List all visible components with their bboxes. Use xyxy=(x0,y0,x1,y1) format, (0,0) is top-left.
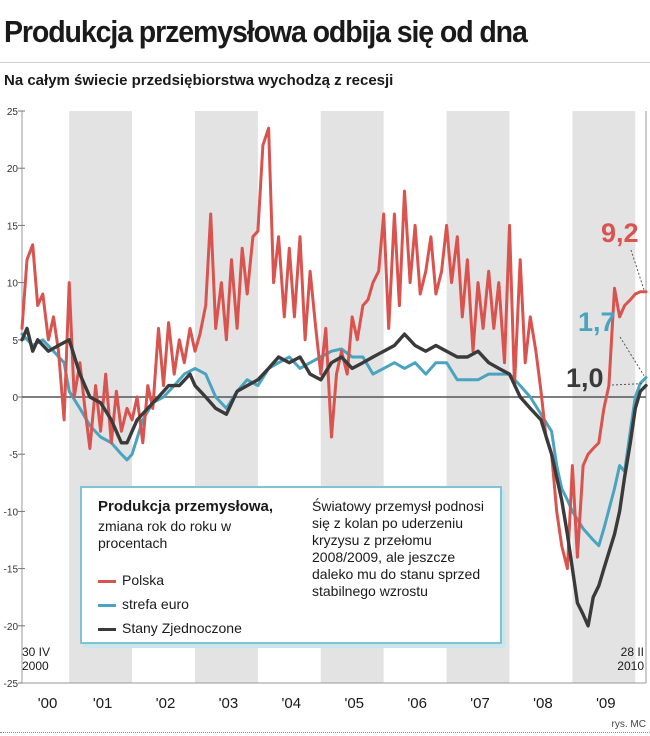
y-tick-label: 15 xyxy=(7,221,19,232)
x-tick-label: '05 xyxy=(344,695,364,712)
end-labels: 9,2 1,7 1,0 xyxy=(566,218,645,393)
y-tick-label: -15 xyxy=(4,565,19,576)
legend-note: Światowy przemysł podnosi się z kolan po… xyxy=(312,498,484,599)
y-tick-label: 5 xyxy=(12,336,18,347)
credit: rys. MC xyxy=(611,719,646,730)
legend-subtitle: zmiana rok do roku w procentach xyxy=(98,518,232,551)
y-tick-label: 10 xyxy=(7,279,19,290)
series-line-polska xyxy=(20,126,648,571)
x-tick-label: '01 xyxy=(93,695,113,712)
x-tick-label: '04 xyxy=(282,695,302,712)
end-date-label: 28 II xyxy=(621,645,644,659)
end-value-leader-euro xyxy=(619,336,645,376)
y-tick-label: -20 xyxy=(4,622,19,633)
legend-swatch-euro xyxy=(98,603,116,607)
legend-item-polska: Polska xyxy=(98,572,164,588)
series-line-usa xyxy=(20,326,648,628)
y-tick-label: 25 xyxy=(7,107,19,118)
page-subtitle: Na całym świecie przedsiębiorstwa wychod… xyxy=(4,72,394,89)
end-value-label-euro: 1,7 xyxy=(578,307,616,337)
y-tick-label: 20 xyxy=(7,164,19,175)
x-tick-label: '09 xyxy=(596,695,616,712)
series-lines xyxy=(20,126,648,628)
x-tick-label: '08 xyxy=(533,695,553,712)
x-tick-label: '02 xyxy=(156,695,176,712)
legend-box: Produkcja przemysłowa, zmiana rok do rok… xyxy=(80,486,502,644)
end-value-leader-polska xyxy=(630,249,645,290)
start-date-label: 2000 xyxy=(22,659,49,673)
y-tick-label: 0 xyxy=(12,393,18,404)
x-tick-label: '06 xyxy=(407,695,427,712)
legend-title: Produkcja przemysłowa, xyxy=(98,498,274,515)
start-date-label: 30 IV xyxy=(22,645,50,659)
legend-label-euro: strefa euro xyxy=(122,596,189,612)
legend-swatch-polska xyxy=(98,579,116,583)
x-tick-label: '07 xyxy=(470,695,490,712)
end-value-label-polska: 9,2 xyxy=(601,218,639,248)
page-title: Produkcja przemysłowa odbija się od dna xyxy=(4,14,528,49)
footer-divider xyxy=(0,732,650,733)
end-value-leader-usa xyxy=(611,383,645,386)
end-date-label: 2010 xyxy=(617,659,644,673)
legend-item-euro: strefa euro xyxy=(98,596,189,612)
x-tick-label: '03 xyxy=(219,695,239,712)
legend-label-polska: Polska xyxy=(122,572,165,588)
end-value-label-usa: 1,0 xyxy=(566,363,604,393)
y-tick-label: -5 xyxy=(9,450,18,461)
y-tick-label: -10 xyxy=(4,507,19,518)
title-divider xyxy=(0,62,650,63)
legend-label-usa: Stany Zjednoczone xyxy=(122,620,242,636)
legend-item-usa: Stany Zjednoczone xyxy=(98,620,242,636)
y-tick-label: -25 xyxy=(4,679,19,690)
legend-swatch-usa xyxy=(98,627,116,631)
x-tick-label: '00 xyxy=(38,695,58,712)
